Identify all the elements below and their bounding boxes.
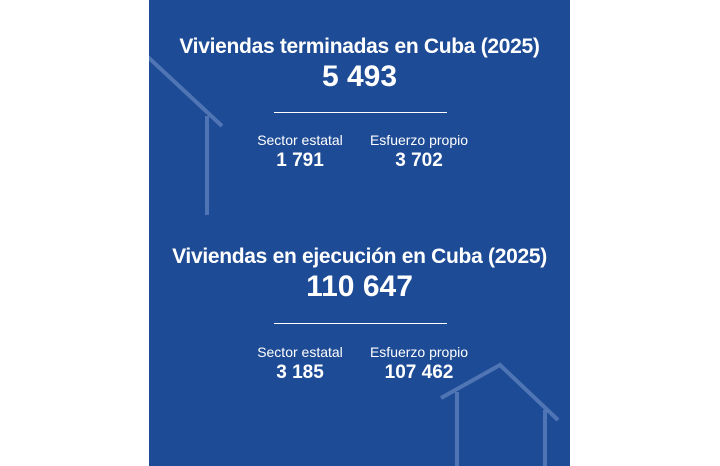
in-progress-state-sector: Sector estatal 3 185 [245, 343, 355, 385]
in-progress-divider [274, 323, 447, 324]
in-progress-total: 110 647 [306, 270, 413, 303]
in-progress-state-sector-value: 3 185 [276, 362, 324, 383]
finished-title: Viviendas terminadas en Cuba (2025) [179, 35, 540, 58]
finished-state-sector-value: 1 791 [276, 150, 324, 171]
in-progress-own-effort-label: Esfuerzo propio [369, 344, 469, 360]
in-progress-section: Viviendas en ejecución en Cuba (2025) 11… [149, 244, 570, 304]
finished-divider [274, 112, 447, 113]
finished-total: 5 493 [321, 60, 398, 93]
finished-own-effort-value: 3 702 [395, 150, 443, 171]
finished-state-sector-label: Sector estatal [257, 132, 343, 148]
finished-own-effort-label: Esfuerzo propio [369, 132, 469, 148]
in-progress-title: Viviendas en ejecución en Cuba (2025) [172, 245, 547, 268]
finished-own-effort: Esfuerzo propio 3 702 [359, 131, 479, 173]
finished-section: Viviendas terminadas en Cuba (2025) 5 49… [149, 34, 570, 94]
infographic-panel: Viviendas terminadas en Cuba (2025) 5 49… [149, 0, 570, 466]
in-progress-own-effort-value: 107 462 [384, 362, 454, 383]
in-progress-state-sector-label: Sector estatal [257, 344, 343, 360]
in-progress-own-effort: Esfuerzo propio 107 462 [359, 343, 479, 385]
finished-state-sector: Sector estatal 1 791 [245, 131, 355, 173]
